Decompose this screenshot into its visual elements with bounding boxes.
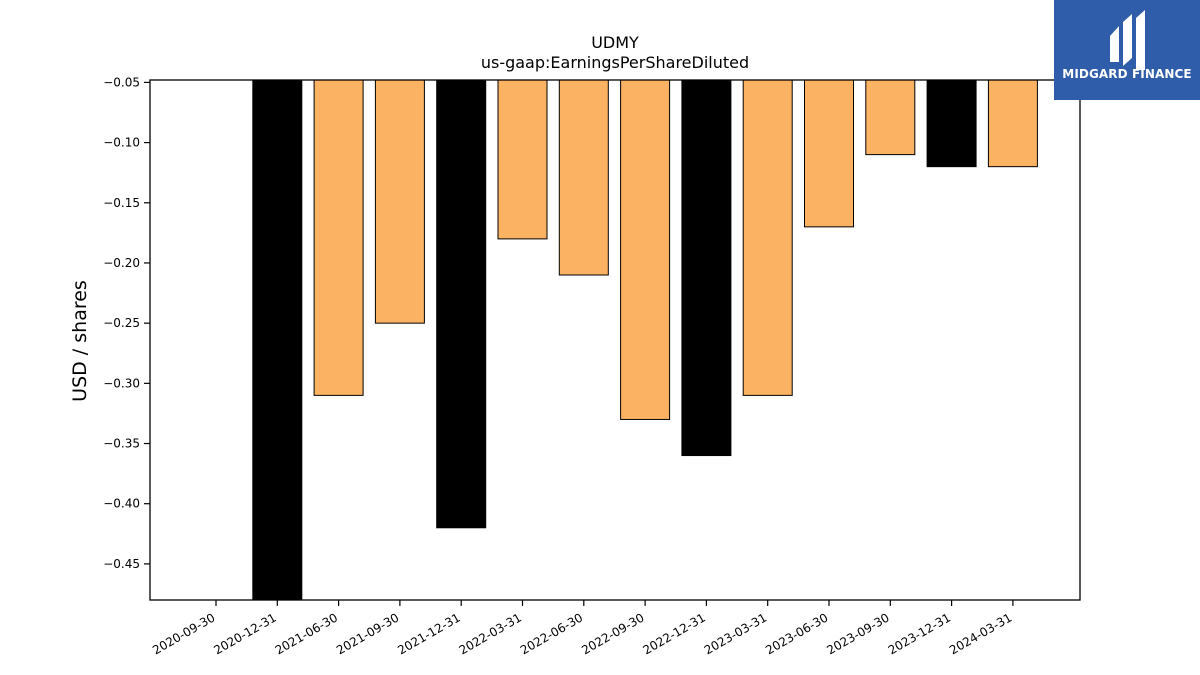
bar-2022-06-30 bbox=[558, 79, 609, 276]
brand-logo-text: MIDGARD FINANCE bbox=[1062, 67, 1192, 81]
bar-2024-03-31 bbox=[987, 79, 1038, 168]
bar-2022-09-30 bbox=[620, 79, 671, 420]
x-tick-label: 2021-09-30 bbox=[334, 610, 401, 657]
chart-title: UDMY bbox=[591, 33, 639, 52]
y-tick-label: −0.15 bbox=[103, 196, 140, 210]
y-tick-label: −0.30 bbox=[103, 376, 140, 390]
y-tick-label: −0.10 bbox=[103, 136, 140, 150]
y-axis-label: USD / shares bbox=[69, 280, 91, 402]
bar-2021-12-31 bbox=[436, 79, 487, 529]
x-tick-label: 2021-12-31 bbox=[395, 610, 462, 657]
plot-frame bbox=[149, 79, 1081, 601]
bar-series bbox=[252, 79, 1038, 601]
bar-2022-03-31 bbox=[497, 79, 548, 240]
x-tick-label: 2023-06-30 bbox=[763, 610, 830, 657]
x-tick-label: 2023-09-30 bbox=[824, 610, 891, 657]
bar-2022-12-31 bbox=[681, 79, 732, 457]
chart-subtitle: us-gaap:EarningsPerShareDiluted bbox=[481, 53, 749, 72]
x-tick-label: 2022-09-30 bbox=[579, 610, 646, 657]
x-tick-label: 2022-03-31 bbox=[457, 610, 524, 657]
y-tick-label: −0.25 bbox=[103, 316, 140, 330]
x-axis: 2020-09-302020-12-312021-06-302021-09-30… bbox=[150, 600, 1014, 657]
x-tick-label: 2024-03-31 bbox=[947, 610, 1014, 657]
y-tick-label: −0.35 bbox=[103, 437, 140, 451]
bar-2021-06-30 bbox=[313, 79, 364, 396]
y-axis: −0.05 −0.10 −0.15 −0.20 −0.25 −0.30 −0.35 −0.40… bbox=[103, 75, 150, 571]
y-tick-label: −0.20 bbox=[103, 256, 140, 270]
bar-2023-12-31 bbox=[926, 79, 977, 168]
bar-2020-12-31 bbox=[252, 79, 303, 601]
x-tick-label: 2021-06-30 bbox=[273, 610, 340, 657]
midgard-logo-icon bbox=[1110, 10, 1145, 70]
x-tick-label: 2022-06-30 bbox=[518, 610, 585, 657]
x-tick-label: 2023-03-31 bbox=[702, 610, 769, 657]
y-tick-label: −0.05 bbox=[103, 75, 140, 89]
y-tick-label: −0.45 bbox=[103, 557, 140, 571]
bar-2023-06-30 bbox=[804, 79, 854, 228]
bar-2021-09-30 bbox=[374, 79, 425, 324]
bar-2023-09-30 bbox=[865, 79, 916, 156]
x-tick-label: 2022-12-31 bbox=[640, 610, 707, 657]
x-tick-label: 2023-12-31 bbox=[886, 610, 953, 657]
bar-2023-03-31 bbox=[742, 79, 793, 396]
x-tick-label: 2020-09-30 bbox=[150, 610, 217, 657]
y-tick-label: −0.40 bbox=[103, 497, 140, 511]
x-tick-label: 2020-12-31 bbox=[211, 610, 278, 657]
